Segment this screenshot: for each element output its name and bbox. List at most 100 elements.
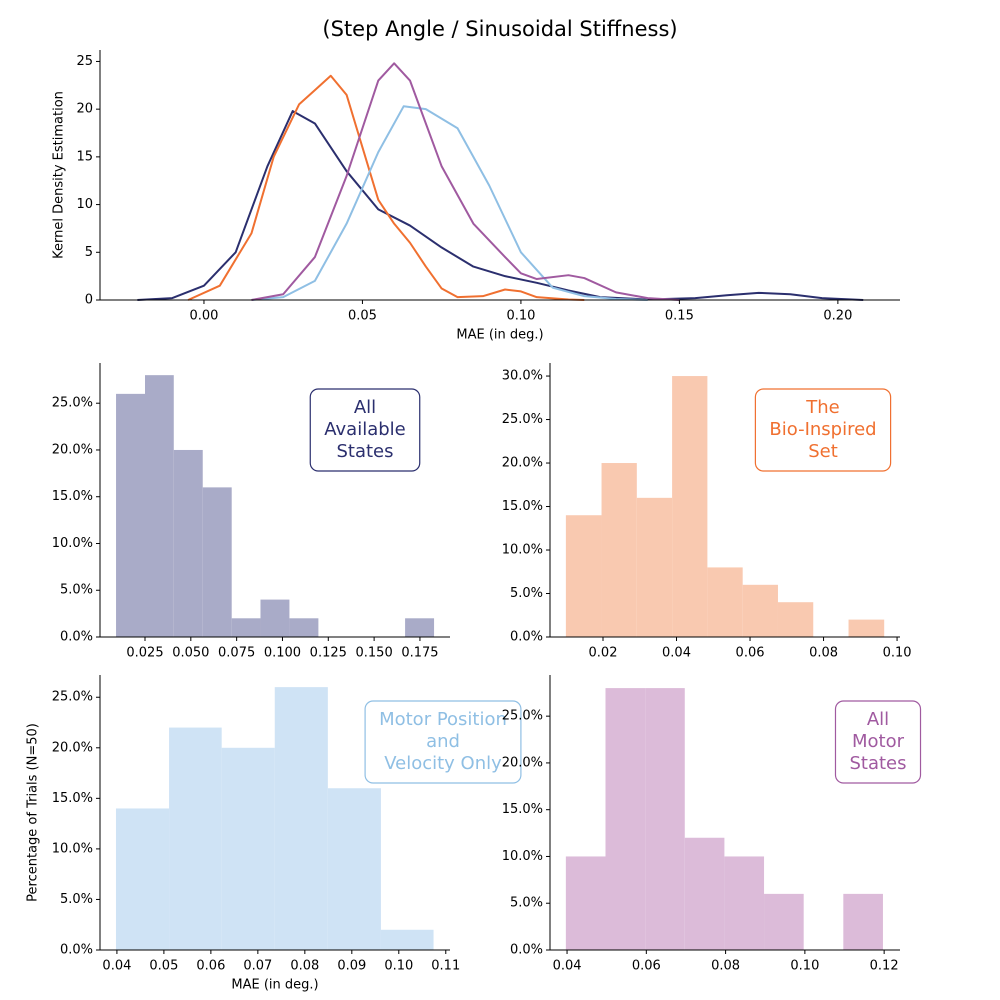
hist-bar — [605, 688, 646, 950]
annotation-text: Velocity Only — [384, 753, 502, 774]
x-tick-label: 0.150 — [356, 646, 393, 661]
y-tick-label: 25.0% — [502, 709, 543, 724]
hist-bar — [601, 463, 637, 637]
hist-bar — [645, 688, 685, 950]
y-tick-label: 25 — [76, 54, 93, 69]
hist-bar — [116, 393, 145, 637]
x-axis-label: MAE (in deg.) — [456, 328, 543, 343]
x-tick-label: 0.12 — [870, 959, 899, 974]
hist-bar — [742, 584, 778, 637]
hist-bar — [260, 599, 290, 637]
hist-bar — [565, 515, 602, 637]
x-tick-label: 0.02 — [589, 646, 618, 661]
x-tick-label: 0.04 — [553, 959, 582, 974]
hist-bar — [221, 747, 275, 950]
hist-bar — [144, 375, 174, 637]
y-tick-label: 0.0% — [510, 630, 543, 645]
y-tick-label: 0.0% — [60, 943, 93, 958]
annotation-text: States — [336, 441, 393, 462]
annotation-text: All — [354, 397, 376, 418]
subplot: 0.04 0.05 0.06 0.07 0.08 0.09 0.10 0.11 0.0% 5.0%… — [26, 675, 522, 993]
subplot: 0.04 0.06 0.08 0.10 0.12 0.0% 5.0% 10.0% 15.0% 20… — [502, 675, 922, 974]
kde-line — [251, 105, 648, 301]
annotation-text: Motor Position — [379, 709, 507, 730]
hist-bar — [169, 727, 222, 950]
hist-bar — [173, 449, 203, 637]
hist-bar — [115, 808, 170, 950]
y-tick-label: 20.0% — [52, 442, 93, 457]
y-tick-label: 5 — [85, 245, 93, 260]
y-tick-label: 25.0% — [52, 396, 93, 411]
x-tick-label: 0.175 — [401, 646, 438, 661]
y-tick-label: 20.0% — [502, 456, 543, 471]
x-tick-label: 0.00 — [189, 309, 218, 324]
x-tick-label: 0.10 — [790, 959, 819, 974]
annotation-box — [309, 388, 421, 472]
x-tick-label: 0.06 — [736, 646, 765, 661]
y-tick-label: 5.0% — [510, 586, 543, 601]
y-tick-label: 30.0% — [502, 369, 543, 384]
y-tick-label: 15.0% — [52, 489, 93, 504]
x-tick-label: 0.20 — [823, 309, 852, 324]
hist-bar — [848, 619, 885, 637]
y-tick-label: 10.0% — [502, 849, 543, 864]
annotation-text: Available — [324, 419, 405, 440]
hist-bar — [684, 837, 725, 950]
annotation-box — [364, 700, 522, 784]
hist-bar — [672, 376, 708, 637]
x-tick-label: 0.07 — [243, 959, 272, 974]
hist-bar — [405, 618, 435, 637]
x-axis-label: MAE (in deg.) — [231, 978, 318, 993]
y-tick-label: 5.0% — [60, 892, 93, 907]
x-tick-label: 0.09 — [337, 959, 366, 974]
kde-line — [137, 110, 864, 301]
hist-bar — [202, 487, 232, 637]
annotation-text: States — [849, 753, 906, 774]
x-tick-label: 0.11 — [431, 959, 460, 974]
x-tick-label: 0.05 — [348, 309, 377, 324]
hist-bar — [843, 893, 883, 950]
hist-bar — [724, 856, 765, 950]
y-tick-label: 10.0% — [502, 543, 543, 558]
annotation-text: Motor — [852, 731, 905, 752]
x-tick-label: 0.08 — [290, 959, 319, 974]
x-tick-label: 0.08 — [711, 959, 740, 974]
x-tick-label: 0.08 — [809, 646, 838, 661]
y-tick-label: 10.0% — [52, 536, 93, 551]
annotation-text: and — [426, 731, 460, 752]
x-tick-label: 0.10 — [883, 646, 912, 661]
hist-bar — [289, 618, 319, 637]
x-tick-label: 0.06 — [632, 959, 661, 974]
x-tick-label: 0.10 — [506, 309, 535, 324]
y-tick-label: 25.0% — [52, 690, 93, 705]
hist-bar — [231, 618, 261, 637]
y-tick-label: 15 — [76, 149, 93, 164]
y-tick-label: 15.0% — [502, 802, 543, 817]
hist-bar — [327, 788, 381, 950]
y-tick-label: 5.0% — [60, 583, 93, 598]
y-tick-label: 20 — [76, 102, 93, 117]
x-tick-label: 0.100 — [264, 646, 301, 661]
hist-bar — [380, 929, 434, 950]
x-tick-label: 0.050 — [172, 646, 209, 661]
annotation-text: Bio-Inspired — [769, 419, 876, 440]
y-tick-label: 15.0% — [502, 499, 543, 514]
figure-title: (Step Angle / Sinusoidal Stiffness) — [322, 17, 677, 41]
y-tick-label: 5.0% — [510, 896, 543, 911]
subplot: 0.00 0.05 0.10 0.15 0.20 0 5 10 15 20 25 MAE (in de… — [52, 50, 900, 343]
y-tick-label: 20.0% — [52, 740, 93, 755]
y-tick-label: 10 — [76, 197, 93, 212]
x-tick-label: 0.04 — [662, 646, 691, 661]
y-tick-label: 25.0% — [502, 412, 543, 427]
annotation-text: The — [805, 397, 839, 418]
kde-line — [251, 62, 680, 301]
x-tick-label: 0.15 — [665, 309, 694, 324]
y-tick-label: 20.0% — [502, 755, 543, 770]
y-tick-label: 0.0% — [510, 943, 543, 958]
annotation-text: All — [867, 709, 889, 730]
hist-bar — [274, 687, 328, 950]
subplot: 0.02 0.04 0.06 0.08 0.10 0.0% 5.0% 10.0% 15.0% 20… — [502, 363, 912, 661]
hist-bar — [636, 497, 673, 637]
annotation-box — [754, 388, 892, 472]
